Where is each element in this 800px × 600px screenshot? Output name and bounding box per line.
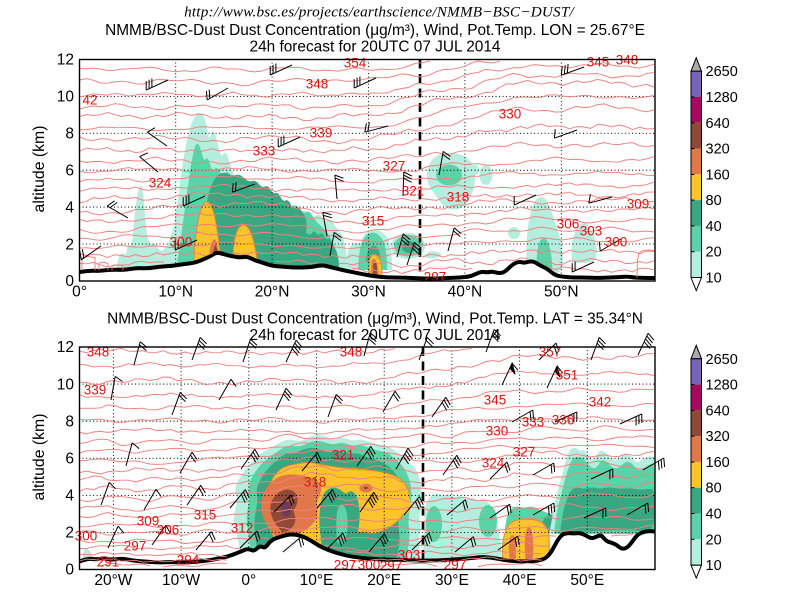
svg-text:306: 306 bbox=[557, 217, 580, 232]
svg-text:318: 318 bbox=[447, 190, 470, 205]
svg-text:12: 12 bbox=[57, 339, 74, 356]
svg-text:10: 10 bbox=[57, 376, 75, 393]
svg-text:333: 333 bbox=[522, 415, 545, 430]
svg-text:30°N: 30°N bbox=[351, 284, 386, 301]
svg-text:330: 330 bbox=[499, 107, 522, 122]
svg-text:4: 4 bbox=[65, 199, 74, 216]
svg-text:348: 348 bbox=[340, 345, 363, 360]
svg-text:327: 327 bbox=[513, 445, 536, 460]
svg-text:294: 294 bbox=[177, 553, 200, 568]
svg-text:160: 160 bbox=[706, 455, 730, 471]
svg-text:8: 8 bbox=[65, 413, 74, 430]
svg-text:10: 10 bbox=[57, 89, 75, 106]
svg-text:342: 342 bbox=[589, 395, 612, 410]
svg-text:640: 640 bbox=[706, 116, 730, 132]
svg-text:321: 321 bbox=[332, 448, 355, 463]
svg-text:6: 6 bbox=[65, 162, 74, 179]
svg-text:20°E: 20°E bbox=[367, 572, 401, 589]
svg-text:297: 297 bbox=[444, 558, 467, 573]
svg-text:348: 348 bbox=[306, 77, 329, 92]
svg-text:309: 309 bbox=[627, 197, 650, 212]
svg-text:20°N: 20°N bbox=[255, 284, 290, 301]
svg-text:2650: 2650 bbox=[706, 64, 738, 80]
svg-text:324: 324 bbox=[149, 176, 172, 191]
svg-text:0: 0 bbox=[65, 273, 74, 290]
svg-text:10: 10 bbox=[706, 271, 722, 287]
svg-text:297: 297 bbox=[124, 539, 147, 554]
svg-text:306: 306 bbox=[157, 523, 180, 538]
svg-text:354: 354 bbox=[344, 56, 367, 71]
svg-text:315: 315 bbox=[362, 214, 385, 229]
svg-text:10: 10 bbox=[706, 558, 722, 574]
svg-text:0°: 0° bbox=[72, 284, 87, 301]
svg-text:297: 297 bbox=[334, 558, 357, 573]
svg-text:20°W: 20°W bbox=[94, 572, 132, 589]
svg-text:24h forecast for 20UTC 07 JUL: 24h forecast for 20UTC 07 JUL 2014 bbox=[250, 327, 501, 344]
svg-text:30°E: 30°E bbox=[435, 572, 469, 589]
svg-text:2650: 2650 bbox=[706, 352, 738, 368]
svg-text:339: 339 bbox=[310, 126, 333, 141]
svg-text:320: 320 bbox=[706, 142, 730, 158]
svg-text:1280: 1280 bbox=[706, 90, 738, 106]
svg-text:357: 357 bbox=[539, 345, 562, 360]
svg-text:327: 327 bbox=[383, 159, 406, 174]
svg-text:http://www.bsc.es/projects/ear: http://www.bsc.es/projects/earthscience/… bbox=[184, 4, 575, 21]
svg-text:300: 300 bbox=[170, 235, 193, 250]
svg-text:291: 291 bbox=[97, 555, 120, 570]
svg-text:40: 40 bbox=[706, 507, 722, 523]
svg-text:20: 20 bbox=[706, 245, 722, 261]
svg-text:303: 303 bbox=[398, 548, 421, 563]
svg-text:348: 348 bbox=[87, 345, 110, 360]
svg-text:42: 42 bbox=[82, 93, 97, 108]
svg-text:300: 300 bbox=[75, 529, 98, 544]
svg-text:40°N: 40°N bbox=[448, 284, 483, 301]
svg-text:0: 0 bbox=[65, 562, 74, 579]
svg-text:80: 80 bbox=[706, 481, 722, 497]
svg-text:333: 333 bbox=[253, 144, 276, 159]
svg-text:20: 20 bbox=[706, 532, 722, 548]
svg-text:345: 345 bbox=[587, 55, 610, 70]
svg-text:2: 2 bbox=[65, 236, 74, 253]
svg-text:NMMB/BSC-Dust Dust Concentrati: NMMB/BSC-Dust Dust Concentration (μg/m³)… bbox=[107, 311, 643, 328]
svg-text:altitude (km): altitude (km) bbox=[31, 126, 48, 213]
svg-text:NMMB/BSC-Dust Dust Concentrati: NMMB/BSC-Dust Dust Concentration (μg/m³)… bbox=[105, 22, 645, 39]
svg-text:4: 4 bbox=[65, 488, 74, 505]
svg-text:2: 2 bbox=[65, 525, 74, 542]
svg-text:320: 320 bbox=[706, 429, 730, 445]
svg-text:300: 300 bbox=[358, 558, 381, 573]
svg-text:12: 12 bbox=[57, 52, 74, 69]
svg-text:40°E: 40°E bbox=[503, 572, 537, 589]
svg-text:24h forecast for 20UTC 07 JUL: 24h forecast for 20UTC 07 JUL 2014 bbox=[250, 39, 501, 56]
svg-text:336: 336 bbox=[552, 413, 575, 428]
svg-text:312: 312 bbox=[231, 521, 254, 536]
svg-text:1280: 1280 bbox=[706, 378, 738, 394]
svg-text:321: 321 bbox=[402, 184, 425, 199]
svg-text:altitude (km): altitude (km) bbox=[31, 414, 48, 501]
svg-text:0°: 0° bbox=[241, 572, 256, 589]
svg-text:309: 309 bbox=[137, 514, 160, 529]
svg-text:297: 297 bbox=[424, 270, 447, 285]
svg-text:10°W: 10°W bbox=[162, 572, 200, 589]
svg-text:318: 318 bbox=[304, 475, 327, 490]
svg-text:10°E: 10°E bbox=[300, 572, 334, 589]
svg-text:40: 40 bbox=[706, 219, 722, 235]
svg-text:50°E: 50°E bbox=[570, 572, 604, 589]
svg-text:300: 300 bbox=[605, 235, 628, 250]
svg-text:345: 345 bbox=[484, 393, 507, 408]
svg-text:339: 339 bbox=[84, 383, 107, 398]
svg-text:50°N: 50°N bbox=[544, 284, 579, 301]
svg-text:160: 160 bbox=[706, 167, 730, 183]
svg-text:315: 315 bbox=[194, 508, 217, 523]
svg-text:324: 324 bbox=[482, 456, 505, 471]
svg-text:351: 351 bbox=[556, 368, 579, 383]
svg-text:330: 330 bbox=[486, 424, 509, 439]
svg-text:303: 303 bbox=[580, 224, 603, 239]
svg-text:80: 80 bbox=[706, 193, 722, 209]
svg-text:8: 8 bbox=[65, 126, 74, 143]
svg-text:640: 640 bbox=[706, 403, 730, 419]
svg-text:10°N: 10°N bbox=[158, 284, 193, 301]
svg-text:6: 6 bbox=[65, 450, 74, 467]
